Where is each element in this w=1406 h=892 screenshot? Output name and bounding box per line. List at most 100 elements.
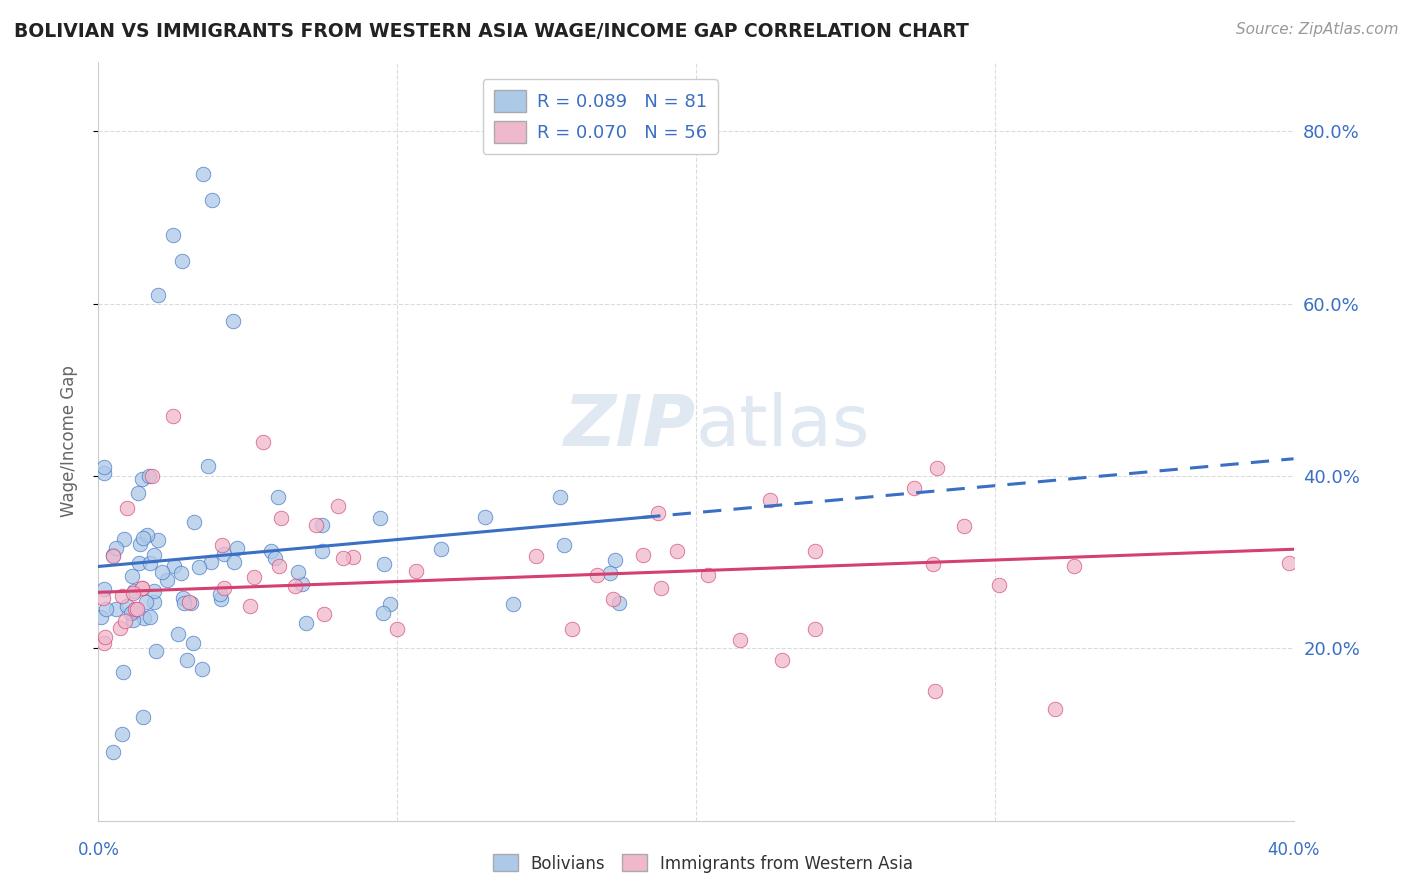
Point <box>112 532 135 546</box>
Point <box>603 553 626 567</box>
Point <box>502 597 524 611</box>
Text: 40.0%: 40.0% <box>1267 841 1320 859</box>
Point <box>373 557 395 571</box>
Point <box>167 627 190 641</box>
Legend: R = 0.089   N = 81, R = 0.070   N = 56: R = 0.089 N = 81, R = 0.070 N = 56 <box>482 79 718 153</box>
Point <box>609 596 631 610</box>
Point <box>373 607 395 621</box>
Point <box>177 595 200 609</box>
Point <box>142 548 165 562</box>
Point <box>129 537 152 551</box>
Point <box>114 614 136 628</box>
Point <box>121 569 143 583</box>
Point <box>132 532 155 546</box>
Point <box>987 577 1010 591</box>
Point <box>311 517 333 532</box>
Point <box>124 602 146 616</box>
Point <box>294 616 316 631</box>
Point <box>115 599 138 613</box>
Point <box>121 586 143 600</box>
Point <box>115 500 138 515</box>
Point <box>599 566 621 581</box>
Point <box>226 541 249 556</box>
Point <box>291 576 314 591</box>
Point <box>561 622 583 636</box>
Point <box>952 518 974 533</box>
Point <box>239 599 262 613</box>
Point <box>803 543 825 558</box>
Point <box>138 469 160 483</box>
Point <box>222 314 245 328</box>
Point <box>183 515 205 529</box>
Point <box>181 636 204 650</box>
Point <box>314 607 336 621</box>
Point <box>728 633 751 648</box>
Point <box>103 745 125 759</box>
Point <box>111 589 134 603</box>
Point <box>103 548 125 562</box>
Point <box>93 460 115 475</box>
Point <box>304 517 326 532</box>
Point <box>188 560 211 574</box>
Point <box>212 582 235 596</box>
Legend: Bolivians, Immigrants from Western Asia: Bolivians, Immigrants from Western Asia <box>486 847 920 880</box>
Point <box>125 601 148 615</box>
Point <box>311 544 333 558</box>
Point <box>332 551 354 566</box>
Point <box>270 511 292 525</box>
Point <box>1278 556 1301 570</box>
Point <box>553 538 575 552</box>
Y-axis label: Wage/Income Gap: Wage/Income Gap <box>59 366 77 517</box>
Point <box>176 653 198 667</box>
Point <box>91 591 114 605</box>
Point <box>101 549 124 563</box>
Point <box>139 610 162 624</box>
Point <box>122 583 145 598</box>
Point <box>93 636 115 650</box>
Point <box>145 644 167 658</box>
Point <box>110 622 132 636</box>
Point <box>191 662 214 676</box>
Point <box>269 558 291 573</box>
Point <box>104 602 127 616</box>
Point <box>647 507 669 521</box>
Point <box>134 611 156 625</box>
Text: 0.0%: 0.0% <box>77 841 120 859</box>
Point <box>93 466 115 480</box>
Point <box>142 595 165 609</box>
Point <box>526 549 548 563</box>
Point <box>1340 595 1362 609</box>
Point <box>162 409 184 423</box>
Point <box>94 601 117 615</box>
Point <box>209 587 232 601</box>
Text: Source: ZipAtlas.com: Source: ZipAtlas.com <box>1236 22 1399 37</box>
Point <box>142 584 165 599</box>
Point <box>105 541 128 555</box>
Point <box>170 566 193 581</box>
Point <box>666 544 689 558</box>
Point <box>211 537 233 551</box>
Point <box>925 460 948 475</box>
Point <box>602 591 624 606</box>
Point <box>405 565 427 579</box>
Point <box>1063 558 1085 573</box>
Point <box>120 606 142 620</box>
Point <box>94 630 117 644</box>
Point <box>212 547 235 561</box>
Point <box>150 565 173 579</box>
Point <box>474 509 496 524</box>
Point <box>252 434 274 449</box>
Point <box>264 550 287 565</box>
Point <box>111 665 134 679</box>
Point <box>122 604 145 618</box>
Point <box>368 511 391 525</box>
Point <box>224 555 246 569</box>
Point <box>924 684 946 698</box>
Point <box>342 549 364 564</box>
Point <box>148 288 170 302</box>
Point <box>550 490 572 504</box>
Text: BOLIVIAN VS IMMIGRANTS FROM WESTERN ASIA WAGE/INCOME GAP CORRELATION CHART: BOLIVIAN VS IMMIGRANTS FROM WESTERN ASIA… <box>14 22 969 41</box>
Point <box>903 481 925 495</box>
Point <box>132 710 155 724</box>
Point <box>180 596 202 610</box>
